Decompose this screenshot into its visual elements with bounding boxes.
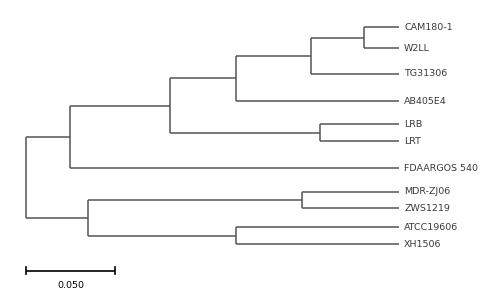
Text: ZWS1219: ZWS1219 (404, 204, 450, 213)
Text: LRB: LRB (404, 120, 422, 129)
Text: MDR-ZJ06: MDR-ZJ06 (404, 187, 450, 196)
Text: TG31306: TG31306 (404, 69, 448, 78)
Text: FDAARGOS 540: FDAARGOS 540 (404, 164, 478, 173)
Text: 0.050: 0.050 (57, 281, 84, 290)
Text: CAM180-1: CAM180-1 (404, 23, 453, 32)
Text: XH1506: XH1506 (404, 240, 442, 249)
Text: LRT: LRT (404, 137, 421, 146)
Text: ATCC19606: ATCC19606 (404, 223, 458, 232)
Text: AB405E4: AB405E4 (404, 97, 447, 106)
Text: W2LL: W2LL (404, 44, 430, 53)
